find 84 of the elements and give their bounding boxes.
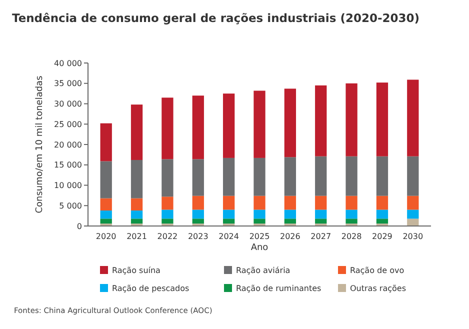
bar [315,156,327,196]
y-tick-label: 20 000 [54,140,82,150]
bar [254,196,266,210]
legend-label: Ração de ruminantes [236,284,322,293]
bar [254,158,266,196]
bar [162,196,174,210]
bar [100,161,112,198]
bar [407,218,419,226]
bar [130,160,143,198]
legend-label: Ração de pescados [112,284,190,293]
bar [376,218,388,224]
y-tick-label: 10 000 [54,181,82,190]
bar [254,90,266,158]
bar [192,196,204,210]
y-tick-label: 40 000 [54,58,82,68]
bar [254,210,266,219]
x-tick-label: 2023 [188,232,208,241]
bar [192,159,204,196]
bar [284,196,296,210]
bar [192,96,204,160]
y-tick-label: 30 000 [54,100,82,109]
bar [407,80,419,156]
bar [407,156,419,196]
bar [162,98,174,160]
bar [162,218,174,224]
x-axis-title: Ano [250,243,269,253]
bar [376,156,388,196]
y-tick-label: 15 000 [54,160,82,170]
bar [315,196,327,210]
bar [376,82,388,156]
bar [315,218,327,224]
bar [222,196,235,210]
bar [376,196,388,210]
bar [100,218,112,224]
bar [222,94,235,158]
x-tick-label: 2028 [341,232,362,241]
bar [284,210,296,219]
bar [284,218,296,224]
bar [162,210,174,219]
bar [130,104,143,160]
bar [346,218,358,224]
x-tick-label: 2021 [126,232,147,241]
legend-label: Ração aviária [236,266,290,275]
bar [130,198,143,211]
bar [284,157,296,196]
bar [407,196,419,210]
legend-label: Outras rações [350,284,406,293]
bar [254,218,266,224]
bar [376,210,388,219]
x-tick-label: 2029 [372,232,392,241]
y-tick-label: 25 000 [54,120,82,129]
x-tick-label: 2026 [280,232,300,241]
bar [100,198,112,211]
x-tick-label: 2030 [402,232,424,241]
legend-label: Ração de ovo [350,266,404,275]
x-tick-label: 2022 [157,232,178,241]
bar [222,210,235,219]
y-tick-label: 35 000 [54,79,82,88]
y-tick-label: 0 [76,222,82,231]
y-tick-label: 5 000 [59,201,82,210]
x-tick-label: 2027 [310,232,332,241]
x-tick-label: 2024 [218,232,239,241]
bar [222,218,235,224]
bar [407,210,419,219]
bar [192,218,204,224]
x-tick-label: 2025 [249,232,270,241]
bar [346,83,358,156]
bar [222,158,235,196]
bar [346,156,358,196]
bar [162,159,174,197]
bar [315,210,327,219]
x-tick-label: 2020 [96,232,116,241]
bar [100,123,112,162]
bar [346,210,358,219]
y-axis-title: Consumo/em 10 mil toneladas [35,75,45,214]
bar [192,210,204,219]
bar [130,210,143,219]
bar [130,218,143,224]
chart-title: Tendência de consumo geral de rações industriais (2020-2030) [12,11,420,25]
bar [315,85,327,156]
bar [346,196,358,210]
legend-label: Ração suína [112,266,161,275]
bar [100,210,112,219]
bar [284,88,296,158]
